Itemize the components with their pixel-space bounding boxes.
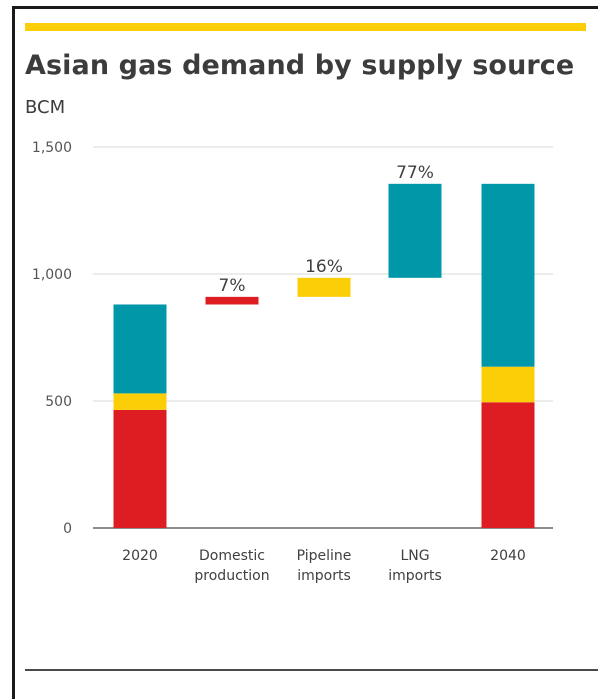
y-tick-label: 1,500 xyxy=(32,140,72,156)
category-label: Domestic xyxy=(199,548,265,564)
unit-label: BCM xyxy=(25,97,66,118)
accent-bar xyxy=(25,23,586,31)
waterfall-bar-lng xyxy=(388,183,442,278)
bar-segment-pipeline xyxy=(113,393,167,410)
waterfall-bar-pipeline xyxy=(297,277,351,297)
data-label: 77% xyxy=(396,163,434,183)
data-label: 16% xyxy=(305,257,343,277)
category-label: imports xyxy=(388,568,442,584)
y-tick-label: 500 xyxy=(45,394,72,410)
category-label: 2040 xyxy=(490,548,526,564)
category-label: 2020 xyxy=(122,548,158,564)
bar-segment-lng xyxy=(481,183,535,367)
y-tick-label: 0 xyxy=(63,521,72,537)
bar-segment-domestic xyxy=(481,402,535,528)
data-label: 7% xyxy=(219,276,246,296)
category-label: Pipeline xyxy=(297,548,352,564)
category-label: LNG xyxy=(400,548,429,564)
bar-segment-pipeline xyxy=(481,366,535,403)
y-tick-label: 1,000 xyxy=(32,267,72,283)
bar-segment-lng xyxy=(113,304,167,394)
category-label: imports xyxy=(297,568,351,584)
chart-title: Asian gas demand by supply source xyxy=(25,50,575,81)
waterfall-bar-domestic xyxy=(205,296,259,305)
category-label: production xyxy=(194,568,269,584)
bar-segment-domestic xyxy=(113,409,167,528)
bottom-rule xyxy=(25,669,598,671)
figure-frame xyxy=(12,6,598,699)
